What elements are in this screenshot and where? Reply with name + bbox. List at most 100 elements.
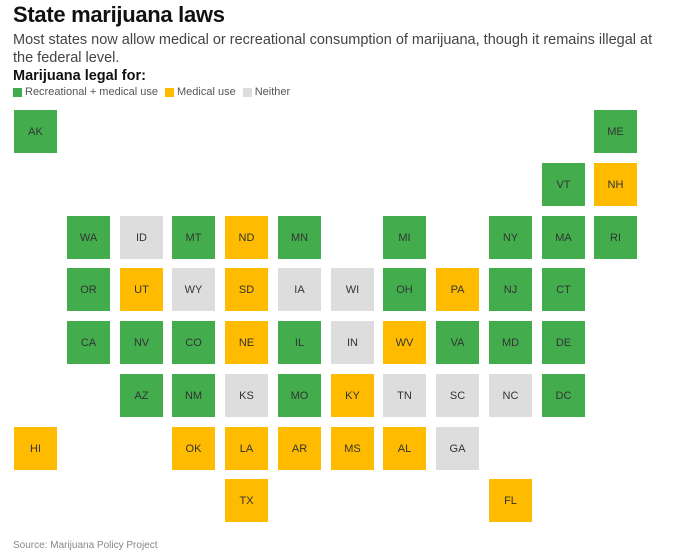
state-label: KS [239, 389, 254, 402]
state-tile-nv: NV [120, 321, 163, 364]
state-tile-ok: OK [172, 427, 215, 470]
state-label: NH [607, 178, 624, 191]
state-tile-de: DE [542, 321, 585, 364]
state-label: AL [397, 442, 412, 455]
state-tile-md: MD [489, 321, 532, 364]
state-label: FL [504, 494, 517, 507]
state-label: MN [290, 231, 309, 244]
legend-label-neither: Neither [254, 86, 291, 98]
state-label: OH [396, 283, 413, 296]
chart-title: State marijuana laws [13, 2, 225, 27]
state-tile-me: ME [594, 110, 637, 153]
state-tile-mo: MO [278, 374, 321, 417]
state-label: SC [449, 389, 466, 402]
state-label: IL [294, 336, 305, 349]
state-tile-fl: FL [489, 479, 532, 522]
state-tile-mt: MT [172, 216, 215, 259]
state-tile-va: VA [436, 321, 479, 364]
state-tile-nj: NJ [489, 268, 532, 311]
state-label: UT [134, 283, 149, 296]
state-tile-tn: TN [383, 374, 426, 417]
state-label: TN [397, 389, 412, 402]
legend-title: Marijuana legal for: [13, 68, 146, 84]
state-label: TX [239, 494, 254, 507]
state-tile-co: CO [172, 321, 215, 364]
state-label: VT [556, 178, 571, 191]
state-label: PA [450, 283, 465, 296]
state-tile-mn: MN [278, 216, 321, 259]
state-tile-nh: NH [594, 163, 637, 206]
state-tile-ak: AK [14, 110, 57, 153]
legend-item-recreational: Recreational + medical use [13, 86, 158, 98]
state-label: DC [555, 389, 572, 402]
state-label: WY [184, 283, 203, 296]
state-tile-ca: CA [67, 321, 110, 364]
state-label: MO [290, 389, 309, 402]
state-tile-sd: SD [225, 268, 268, 311]
state-tile-hi: HI [14, 427, 57, 470]
legend-label-medical: Medical use [177, 86, 236, 98]
state-tile-ky: KY [331, 374, 374, 417]
state-label: AK [28, 125, 43, 138]
state-tile-az: AZ [120, 374, 163, 417]
state-label: CA [80, 336, 97, 349]
state-label: MA [555, 231, 572, 244]
state-tile-wv: WV [383, 321, 426, 364]
state-label: OK [185, 442, 202, 455]
source-note: Source: Marijuana Policy Project [13, 540, 158, 551]
state-label: NE [238, 336, 255, 349]
state-tile-oh: OH [383, 268, 426, 311]
state-label: ND [238, 231, 255, 244]
state-label: MD [501, 336, 520, 349]
state-tile-nc: NC [489, 374, 532, 417]
legend: Recreational + medical use Medical use N… [13, 86, 297, 98]
legend-label-recreational: Recreational + medical use [25, 86, 158, 98]
state-label: NJ [503, 283, 518, 296]
state-label: CT [556, 283, 571, 296]
chart-subtitle: Most states now allow medical or recreat… [13, 32, 653, 66]
state-label: OR [80, 283, 97, 296]
legend-item-medical: Medical use [165, 86, 236, 98]
state-label: NV [133, 336, 150, 349]
state-label: NC [502, 389, 519, 402]
legend-swatch-recreational [13, 87, 22, 97]
state-tile-pa: PA [436, 268, 479, 311]
state-tile-wa: WA [67, 216, 110, 259]
state-label: KY [345, 389, 360, 402]
state-label: MS [344, 442, 361, 455]
state-label: WA [79, 231, 98, 244]
state-tile-ct: CT [542, 268, 585, 311]
state-label: WV [395, 336, 414, 349]
state-tile-il: IL [278, 321, 321, 364]
state-label: LA [239, 442, 254, 455]
state-tile-vt: VT [542, 163, 585, 206]
state-label: AZ [134, 389, 149, 402]
state-tile-ut: UT [120, 268, 163, 311]
state-tile-tx: TX [225, 479, 268, 522]
state-label: IA [294, 283, 305, 296]
state-label: VA [450, 336, 465, 349]
state-label: AR [291, 442, 308, 455]
state-label: NM [184, 389, 203, 402]
state-label: ID [136, 231, 147, 244]
state-label: MI [398, 231, 411, 244]
state-label: DE [555, 336, 572, 349]
legend-swatch-neither [242, 87, 252, 97]
state-tile-nd: ND [225, 216, 268, 259]
state-tile-ny: NY [489, 216, 532, 259]
state-tile-ia: IA [278, 268, 321, 311]
state-tile-dc: DC [542, 374, 585, 417]
state-label: GA [449, 442, 466, 455]
state-label: NY [502, 231, 519, 244]
state-tile-ga: GA [436, 427, 479, 470]
state-label: HI [30, 442, 41, 455]
state-tile-wi: WI [331, 268, 374, 311]
state-label: WI [345, 283, 360, 296]
state-tile-or: OR [67, 268, 110, 311]
state-tile-mi: MI [383, 216, 426, 259]
state-tile-id: ID [120, 216, 163, 259]
state-label: RI [610, 231, 621, 244]
state-tile-nm: NM [172, 374, 215, 417]
state-tile-ma: MA [542, 216, 585, 259]
state-tile-ne: NE [225, 321, 268, 364]
